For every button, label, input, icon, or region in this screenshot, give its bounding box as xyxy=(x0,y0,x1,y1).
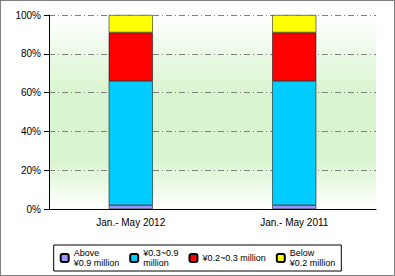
svg-text:¥0.3~0.9: ¥0.3~0.9 xyxy=(142,248,178,258)
svg-text:Below: Below xyxy=(290,248,315,258)
svg-text:20%: 20% xyxy=(21,165,41,176)
svg-text:60%: 60% xyxy=(21,87,41,98)
svg-text:0%: 0% xyxy=(27,204,42,215)
svg-text:Above: Above xyxy=(74,248,100,258)
svg-text:¥0.9 million: ¥0.9 million xyxy=(73,258,120,268)
svg-text:Jan.- May 2011: Jan.- May 2011 xyxy=(260,217,329,228)
svg-text:Jan.- May 2012: Jan.- May 2012 xyxy=(96,217,165,228)
svg-text:80%: 80% xyxy=(21,48,41,59)
svg-text:100%: 100% xyxy=(15,10,41,21)
svg-text:million: million xyxy=(143,258,169,268)
svg-text:¥0.2 million: ¥0.2 million xyxy=(289,258,336,268)
svg-text:¥0.2~0.3 million: ¥0.2~0.3 million xyxy=(201,253,265,263)
svg-text:40%: 40% xyxy=(21,126,41,137)
